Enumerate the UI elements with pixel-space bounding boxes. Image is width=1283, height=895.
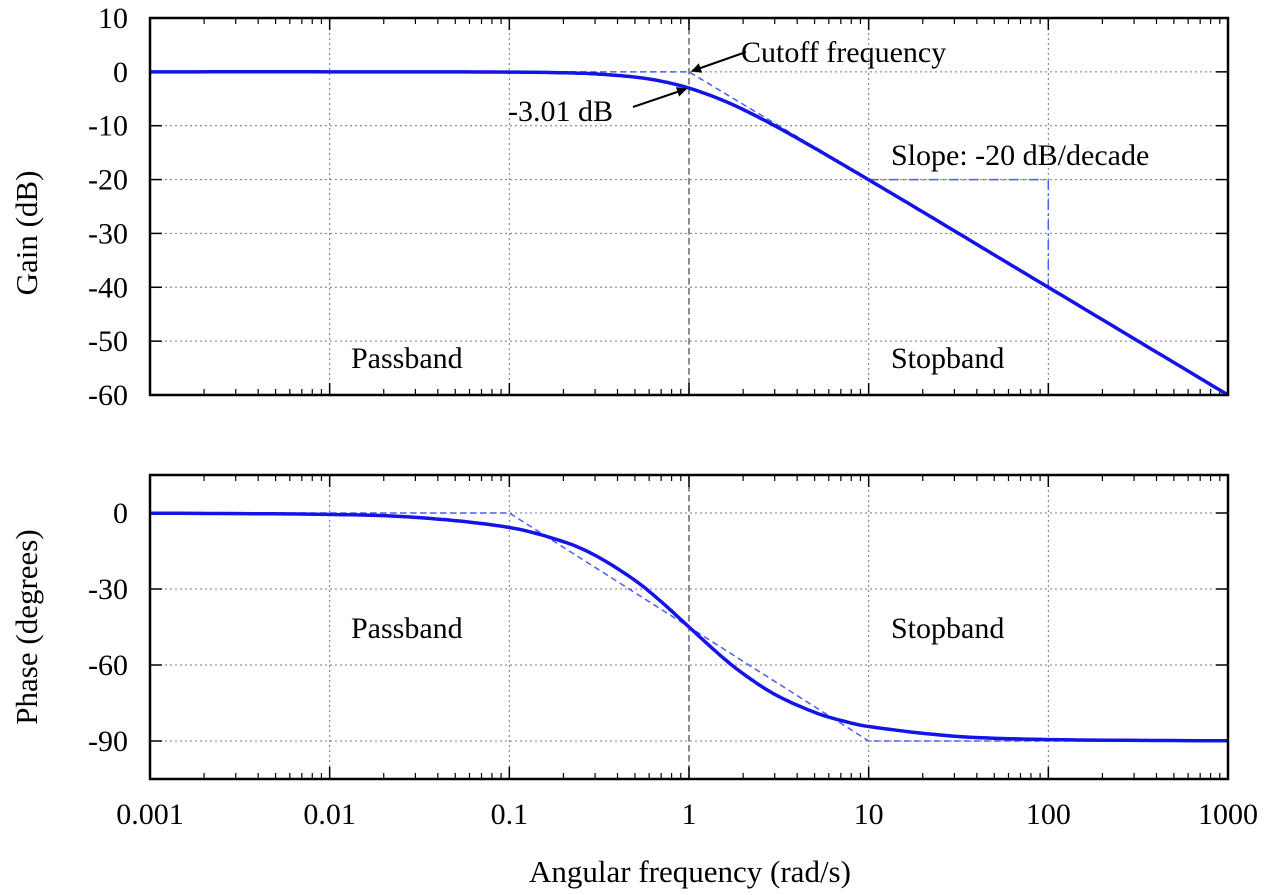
slope-label: Slope: -20 dB/decade: [891, 139, 1149, 172]
y-tick-label: 0: [113, 56, 128, 89]
gain-grid: [150, 18, 1228, 395]
response-curve: [150, 511, 1228, 743]
y-tick-label: -20: [88, 164, 128, 197]
gain-curves: [150, 70, 1229, 397]
gain-stopband-label: Stopband: [891, 342, 1004, 375]
x-tick-label: 0.001: [116, 798, 184, 831]
x-tick-label: 1000: [1198, 798, 1258, 831]
cutoff-arrow: [691, 51, 747, 73]
y-tick-label: 10: [98, 2, 128, 35]
y-tick-label: 0: [113, 497, 128, 530]
minus3db-arrow: [632, 87, 687, 108]
minus3db-label: -3.01 dB: [508, 95, 613, 128]
x-tick-label: 0.01: [303, 798, 356, 831]
cutoff-frequency-label: Cutoff frequency: [741, 36, 946, 69]
y-tick-label: -90: [88, 725, 128, 758]
gain-panel: 10 0 -10 -20 -30 -40 -50 -60 Gain (dB) Cutoff f…: [9, 2, 1230, 412]
x-axis-label: Angular frequency (rad/s): [529, 854, 851, 889]
phase-curves: [150, 511, 1228, 743]
phase-y-axis-label: Phase (degrees): [9, 529, 44, 724]
phase-x-tick-labels: 0.001 0.01 0.1 1 10 100 1000: [116, 798, 1258, 831]
response-curve: [150, 70, 1229, 397]
y-tick-label: -60: [88, 649, 128, 682]
gain-y-tick-labels: 10 0 -10 -20 -30 -40 -50 -60: [88, 2, 128, 412]
gain-y-axis-label: Gain (dB): [9, 171, 44, 296]
phase-y-tick-labels: 0 -30 -60 -90: [88, 497, 128, 758]
gain-passband-label: Passband: [351, 342, 463, 375]
gain-frame: [148, 16, 1230, 397]
y-tick-label: -60: [88, 379, 128, 412]
y-tick-label: -40: [88, 271, 128, 304]
x-tick-label: 10: [854, 798, 884, 831]
x-tick-label: 1: [682, 798, 697, 831]
x-tick-label: 100: [1026, 798, 1071, 831]
y-tick-label: -30: [88, 573, 128, 606]
x-tick-label: 0.1: [491, 798, 529, 831]
phase-passband-label: Passband: [351, 612, 463, 645]
y-tick-label: -10: [88, 110, 128, 143]
phase-panel: 0 -30 -60 -90 0.001 0.01 0.1 1 10 100 1000 Phase …: [9, 473, 1258, 889]
y-tick-label: -50: [88, 325, 128, 358]
phase-stopband-label: Stopband: [891, 612, 1004, 645]
y-tick-label: -30: [88, 217, 128, 250]
phase-frame: [148, 473, 1230, 781]
